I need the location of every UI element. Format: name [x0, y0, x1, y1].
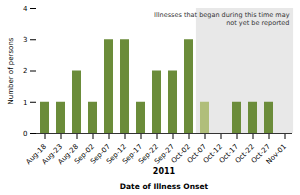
svg-text:Oct-22: Oct-22 — [233, 142, 256, 165]
svg-text:Illnesses that began during th: Illnesses that began during this time ma… — [154, 11, 290, 27]
svg-text:Sep-02: Sep-02 — [72, 142, 96, 166]
svg-text:Oct-02: Oct-02 — [169, 142, 192, 165]
svg-text:Aug-18: Aug-18 — [24, 142, 48, 167]
svg-text:Sep-07: Sep-07 — [88, 142, 112, 166]
svg-text:Aug-23: Aug-23 — [40, 142, 64, 167]
svg-text:Sep-22: Sep-22 — [136, 142, 160, 166]
svg-text:1: 1 — [23, 98, 27, 106]
svg-text:Date of Illness Onset: Date of Illness Onset — [120, 182, 209, 191]
svg-text:Oct-07: Oct-07 — [185, 142, 208, 165]
svg-text:Sep-17: Sep-17 — [120, 142, 144, 166]
svg-text:Aug-28: Aug-28 — [56, 142, 80, 167]
svg-text:3: 3 — [23, 36, 27, 44]
svg-text:Oct-12: Oct-12 — [201, 142, 224, 165]
svg-text:Oct-17: Oct-17 — [217, 142, 240, 165]
svg-text:Sep-12: Sep-12 — [104, 142, 128, 166]
svg-text:Nov-01: Nov-01 — [265, 143, 288, 166]
svg-text:Oct-27: Oct-27 — [249, 142, 272, 165]
svg-text:Number of persons: Number of persons — [7, 37, 15, 104]
svg-text:4: 4 — [23, 5, 28, 13]
svg-text:Sep-27: Sep-27 — [152, 142, 176, 166]
svg-text:2011: 2011 — [153, 167, 176, 176]
svg-text:2: 2 — [23, 67, 27, 75]
svg-text:0: 0 — [23, 130, 27, 138]
